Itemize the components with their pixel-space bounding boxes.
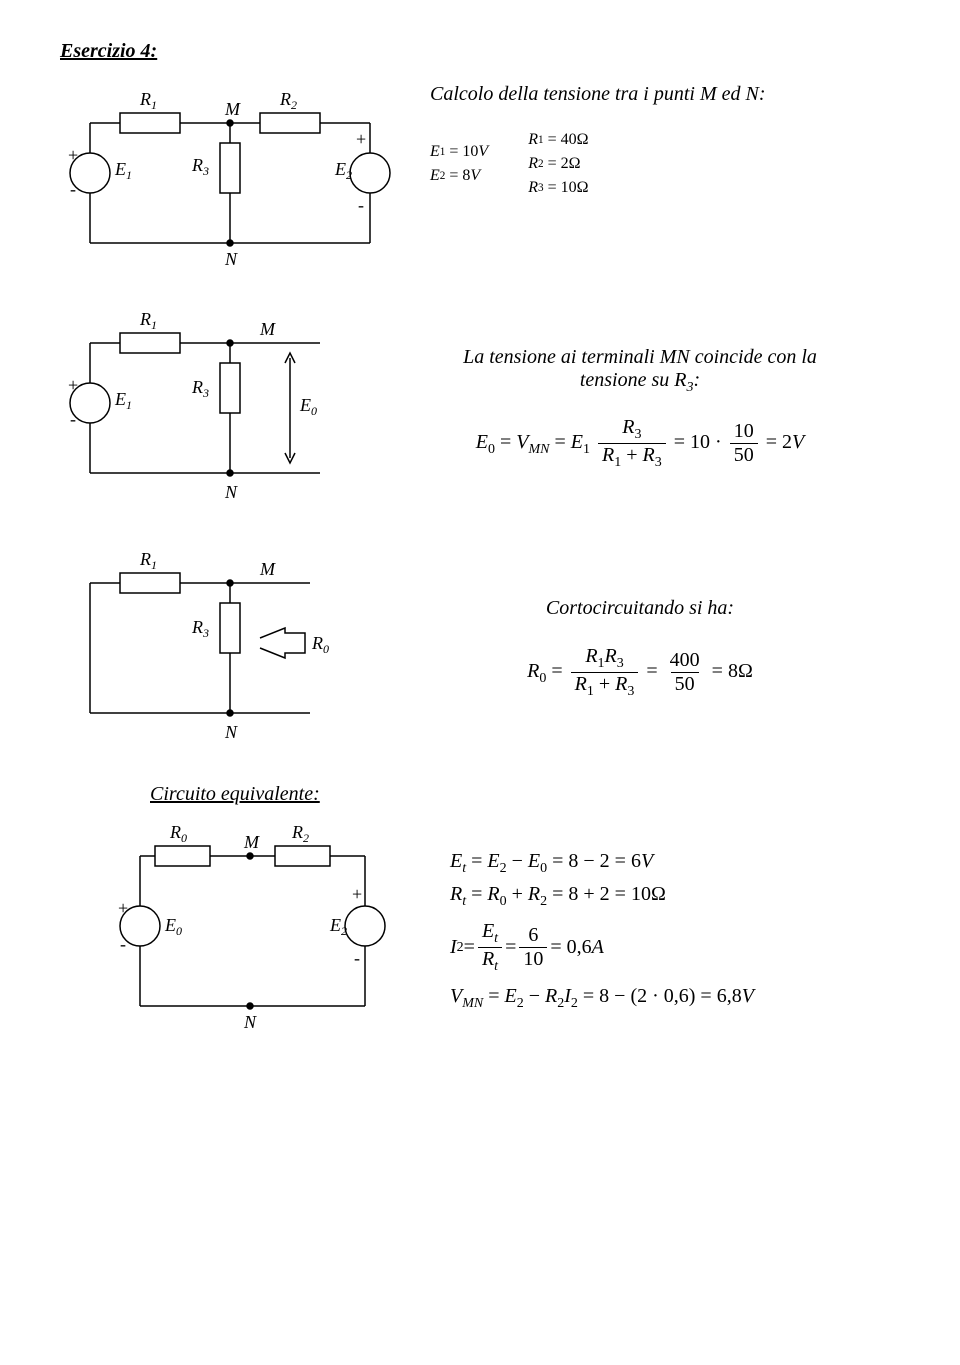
c1-e2: E2 [334, 159, 352, 182]
row-3: R1 R3 M N R0 Cortocircuitando si ha: R0 … [60, 543, 900, 753]
c1-r2: R2 [279, 89, 297, 112]
c4-m: M [243, 832, 260, 852]
c4-e2: E2 [329, 915, 347, 938]
row4-text: Et = E2 − E0 = 8 − 2 = 6V Rt = R0 + R2 =… [400, 844, 900, 1018]
row1-text: Calcolo della tensione tra i punti M ed … [400, 83, 900, 207]
c2-n: N [224, 482, 238, 502]
step3-text: Cortocircuitando si ha: [380, 597, 900, 620]
c4-minus1: - [120, 934, 126, 954]
final-rt: Rt = R0 + R2 = 8 + 2 = 10Ω [450, 883, 900, 910]
row-4: R0 R2 M N E0 E2 + - + - Et = E2 − E0 = 8… [60, 816, 900, 1046]
c3-r3: R3 [191, 617, 209, 640]
step2-eq: E0 = VMN = E1 R3 R1 + R3 = 10 · 10 50 = … [380, 416, 900, 471]
row3-text: Cortocircuitando si ha: R0 = R1R3 R1 + R… [350, 597, 900, 700]
givens-e: E1 = 10V E2 = 8V [430, 143, 488, 185]
circuit-1: R1 R2 R3 M N E1 E2 + - + - [60, 83, 400, 273]
c1-plus1: + [68, 145, 78, 165]
c1-plus2: + [356, 129, 366, 149]
c4-plus1: + [118, 898, 128, 918]
c1-minus1: - [70, 179, 76, 199]
equiv-heading: Circuito equivalente: [150, 783, 900, 806]
c2-minus: - [70, 409, 76, 429]
exercise-title: Esercizio 4: [60, 40, 900, 63]
c1-minus2: - [358, 195, 364, 215]
c2-r3: R3 [191, 377, 209, 400]
c3-r1: R1 [139, 549, 157, 572]
c3-m: M [259, 559, 276, 579]
c4-n: N [243, 1012, 257, 1032]
circuit-3: R1 R3 M N R0 [60, 543, 350, 753]
step2-line2: tensione su R3: [380, 369, 900, 396]
c3-r0: R0 [311, 633, 329, 656]
step3-eq: R0 = R1R3 R1 + R3 = 400 50 = 8Ω [380, 645, 900, 700]
circuit-4: R0 R2 M N E0 E2 + - + - [100, 816, 400, 1046]
c1-r1: R1 [139, 89, 157, 112]
c4-r0: R0 [169, 822, 187, 845]
c3-n: N [224, 722, 238, 742]
c2-m: M [259, 319, 276, 339]
circuit-2: R1 R3 M N E1 E0 + - [60, 303, 350, 513]
c2-plus: + [68, 375, 78, 395]
final-vmn: VMN = E2 − R2I2 = 8 − (2 · 0,6) = 6,8V [450, 985, 900, 1012]
intro-text: Calcolo della tensione tra i punti M ed … [430, 83, 900, 106]
c4-plus2: + [352, 884, 362, 904]
c4-minus2: - [354, 948, 360, 968]
c1-n: N [224, 249, 238, 269]
step2-line1: La tensione ai terminali MN coincide con… [380, 346, 900, 369]
c2-e1: E1 [114, 389, 132, 412]
row-1: R1 R2 R3 M N E1 E2 + - + - Calcolo della… [60, 83, 900, 273]
c1-r3: R3 [191, 155, 209, 178]
c1-m: M [224, 99, 241, 119]
c2-r1: R1 [139, 309, 157, 332]
row-2: R1 R3 M N E1 E0 + - La tensione ai termi… [60, 303, 900, 513]
final-i2: I2 = Et Rt = 6 10 = 0,6A [450, 920, 900, 975]
c1-e1: E1 [114, 159, 132, 182]
row2-text: La tensione ai terminali MN coincide con… [350, 346, 900, 471]
c4-e0: E0 [164, 915, 182, 938]
givens-r: R1 = 40Ω R2 = 2Ω R3 = 10Ω [528, 131, 588, 197]
final-et: Et = E2 − E0 = 8 − 2 = 6V [450, 850, 900, 877]
c4-r2: R2 [291, 822, 309, 845]
c2-e0: E0 [299, 395, 317, 418]
